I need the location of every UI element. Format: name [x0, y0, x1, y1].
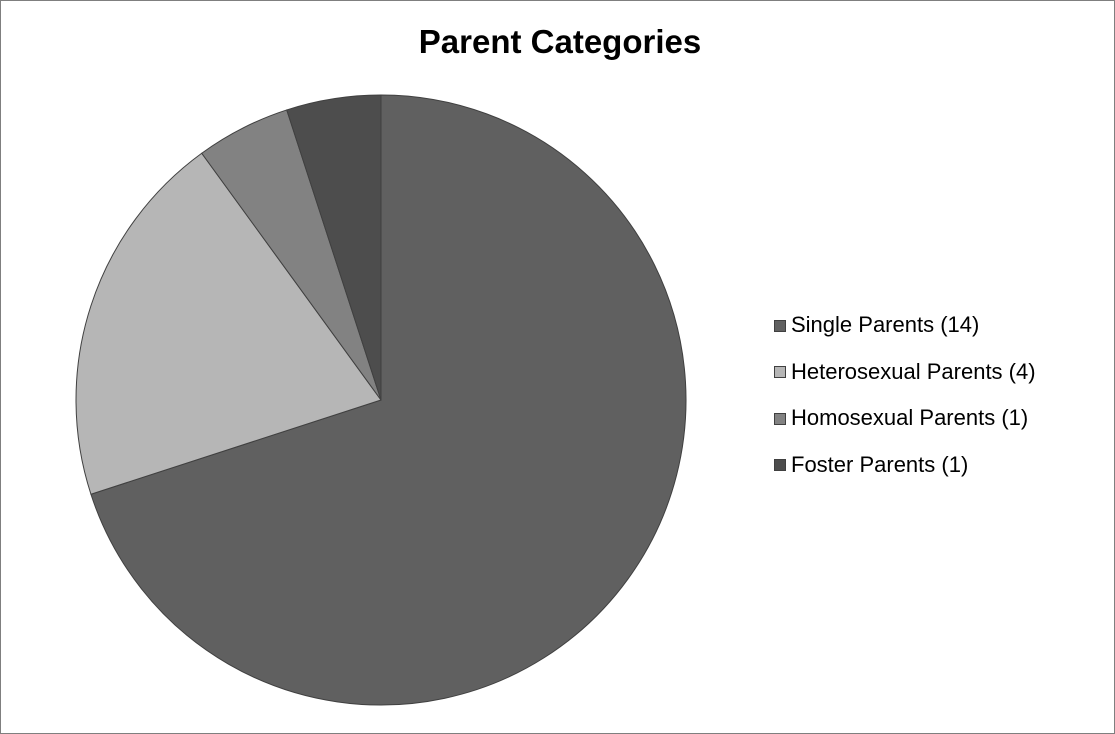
legend-item-single-parents: Single Parents (14): [774, 312, 1036, 337]
pie-slice-foster-parents-1: [286, 94, 382, 401]
legend-swatch-heterosexual-parents: [774, 366, 786, 378]
legend-label-single-parents: Single Parents (14): [791, 312, 980, 337]
legend: Single Parents (14) Heterosexual Parents…: [774, 312, 1036, 499]
legend-label-foster-parents: Foster Parents (1): [791, 451, 969, 477]
legend-swatch-homosexual-parents: [774, 412, 786, 425]
pie-slice-single-parents-14: [90, 94, 687, 706]
legend-swatch-single-parents: [774, 319, 786, 332]
legend-label-heterosexual-parents: Heterosexual Parents (4): [791, 358, 1036, 384]
legend-item-foster-parents: Foster Parents (1): [774, 451, 1036, 477]
pie-slices: [75, 94, 687, 706]
legend-item-heterosexual-parents: Heterosexual Parents (4): [774, 358, 1036, 384]
legend-label-homosexual-parents: Homosexual Parents (1): [791, 405, 1029, 430]
legend-item-homosexual-parents: Homosexual Parents (1): [774, 405, 1036, 430]
pie-slice-heterosexual-parents-4: [75, 152, 382, 495]
legend-swatch-foster-parents: [774, 459, 786, 471]
chart-title: Parent Categories: [418, 23, 702, 60]
